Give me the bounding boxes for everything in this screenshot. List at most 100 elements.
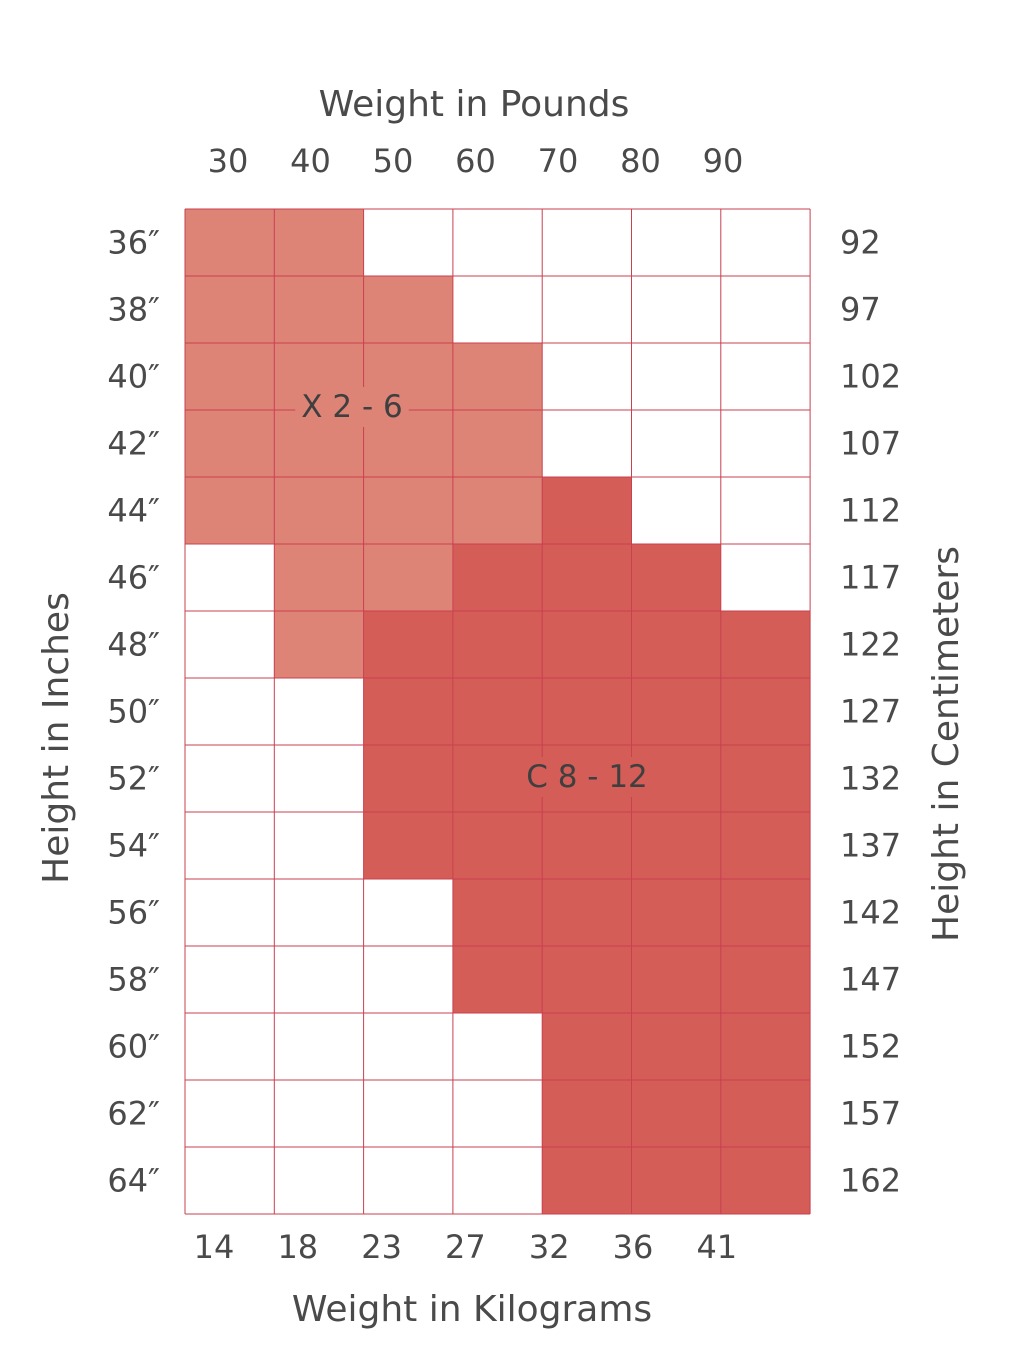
pounds-tick-label: 30 <box>208 142 249 180</box>
centimeter-tick-label: 132 <box>840 760 901 798</box>
grid-cell <box>452 1147 543 1214</box>
kilogram-tick-label: 36 <box>613 1228 654 1266</box>
grid-cell <box>542 611 632 678</box>
inch-tick-label: 54″ <box>107 827 160 865</box>
grid-cell <box>185 410 275 477</box>
inch-tick-label: 50″ <box>107 693 160 731</box>
region-label: X 2 - 6 <box>301 389 402 425</box>
grid-cell <box>542 410 632 477</box>
grid-cell <box>720 678 811 745</box>
region-label-background <box>520 757 654 797</box>
grid-cell <box>542 812 632 879</box>
grid-cell <box>185 1080 275 1147</box>
inch-tick-label: 38″ <box>107 291 160 329</box>
grid-cell <box>631 1080 721 1147</box>
right-axis-title: Height in Centimeters <box>926 546 967 942</box>
grid-cell <box>542 343 632 410</box>
grid-cell <box>363 946 453 1013</box>
centimeter-tick-label: 92 <box>840 224 881 262</box>
grid-cell <box>631 276 721 343</box>
region-label-background <box>295 387 409 427</box>
grid-cell <box>185 1013 275 1080</box>
grid-cell <box>274 544 364 611</box>
inch-tick-label: 48″ <box>107 626 160 664</box>
kilogram-tick-label: 32 <box>529 1228 570 1266</box>
grid-cell <box>631 946 721 1013</box>
grid-cell <box>363 209 453 276</box>
grid-cell <box>452 209 543 276</box>
grid-cell <box>452 879 543 946</box>
grid-cell <box>452 946 543 1013</box>
centimeter-tick-label: 137 <box>840 827 901 865</box>
grid-cell <box>542 1147 632 1214</box>
grid-cell <box>452 477 543 544</box>
kilogram-tick-label: 27 <box>445 1228 486 1266</box>
grid-cell <box>363 812 453 879</box>
grid-cell <box>720 544 811 611</box>
grid-cell <box>274 611 364 678</box>
grid-cell <box>185 477 275 544</box>
grid-cell <box>185 678 275 745</box>
grid-cell <box>452 410 543 477</box>
centimeter-tick-label: 122 <box>840 626 901 664</box>
grid-cell <box>185 879 275 946</box>
grid-cell <box>274 812 364 879</box>
kilogram-tick-label: 23 <box>361 1228 402 1266</box>
grid-cell <box>542 1013 632 1080</box>
grid-cell <box>720 477 811 544</box>
grid-cell <box>452 1080 543 1147</box>
grid-cell <box>274 946 364 1013</box>
grid-cell <box>363 477 453 544</box>
region-labels: X 2 - 6 C 8 - 12 <box>295 387 654 797</box>
grid-cell <box>452 678 543 745</box>
grid-cell <box>185 1147 275 1214</box>
grid-cell <box>452 812 543 879</box>
grid-cell <box>452 1013 543 1080</box>
grid-cell <box>631 1147 721 1214</box>
grid-cell <box>631 879 721 946</box>
centimeter-tick-label: 112 <box>840 492 901 530</box>
tick-labels: 30 40 50 60 70 80 90 14 18 23 27 32 36 41 36″ 38″ 40″ 42″… <box>107 142 901 1266</box>
top-axis-title: Weight in Pounds <box>319 84 630 125</box>
grid-cell <box>720 879 811 946</box>
grid-cell <box>631 410 721 477</box>
grid-cell <box>542 477 632 544</box>
pounds-tick-label: 50 <box>373 142 414 180</box>
grid-cell <box>542 1080 632 1147</box>
grid-cell <box>274 1013 364 1080</box>
grid-cell <box>631 812 721 879</box>
grid-cell <box>185 946 275 1013</box>
grid-cell <box>274 477 364 544</box>
inch-tick-label: 58″ <box>107 961 160 999</box>
grid-cell <box>185 611 275 678</box>
inch-tick-label: 36″ <box>107 224 160 262</box>
kilogram-tick-label: 18 <box>277 1228 318 1266</box>
grid-cell <box>452 276 543 343</box>
centimeter-tick-label: 147 <box>840 961 901 999</box>
centimeter-tick-label: 162 <box>840 1162 901 1200</box>
grid-cell <box>452 611 543 678</box>
grid-cell <box>542 209 632 276</box>
grid-cell <box>720 946 811 1013</box>
grid-cell <box>363 276 453 343</box>
grid-cell <box>720 343 811 410</box>
grid-cell <box>631 544 721 611</box>
grid-cell <box>363 1013 453 1080</box>
centimeter-tick-label: 142 <box>840 894 901 932</box>
grid-cell <box>185 745 275 812</box>
chart-gridlines <box>184 208 811 1215</box>
inch-tick-label: 42″ <box>107 425 160 463</box>
grid-cell <box>720 1013 811 1080</box>
centimeter-tick-label: 97 <box>840 291 881 329</box>
grid-cell <box>363 745 453 812</box>
grid-cell <box>542 879 632 946</box>
centimeter-tick-label: 107 <box>840 425 901 463</box>
grid-cell <box>274 678 364 745</box>
grid-cell <box>631 1013 721 1080</box>
grid-cell <box>452 544 543 611</box>
centimeter-tick-label: 127 <box>840 693 901 731</box>
centimeter-tick-label: 102 <box>840 358 901 396</box>
pounds-tick-label: 40 <box>290 142 331 180</box>
centimeter-tick-label: 117 <box>840 559 901 597</box>
